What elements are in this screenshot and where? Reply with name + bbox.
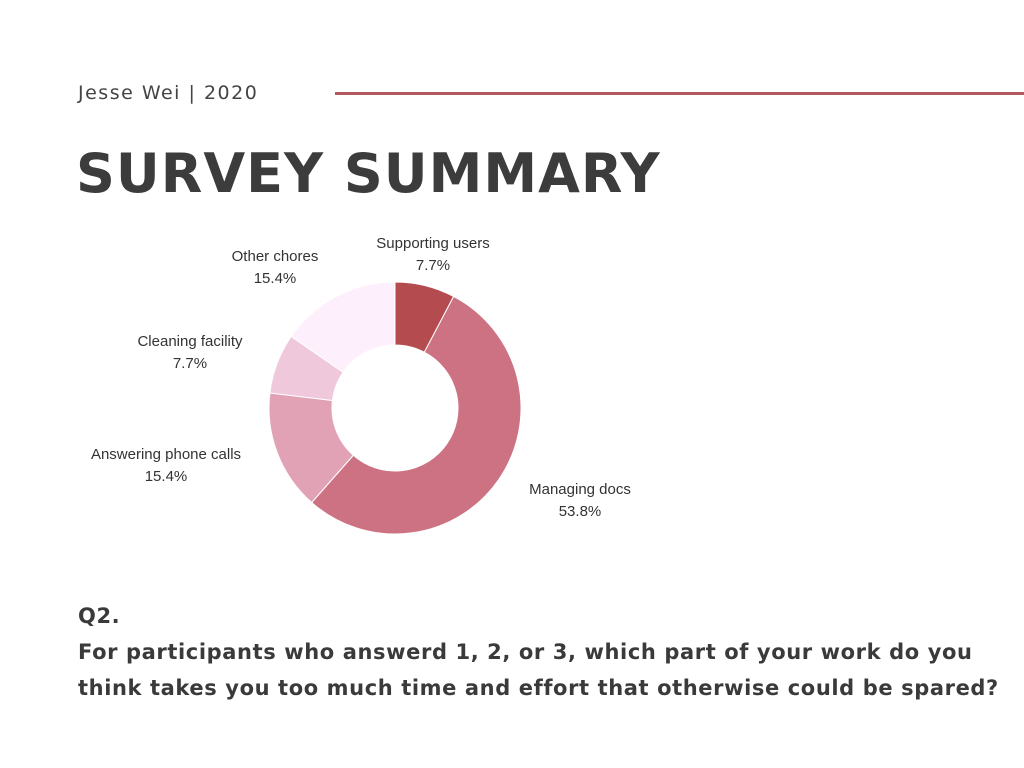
question-number: Q2. <box>78 604 121 628</box>
slice-label-managing-docs: Managing docs <box>529 481 631 498</box>
slice-value-cleaning-facility: 7.7% <box>173 355 207 372</box>
slice-value-answering-phone-calls: 15.4% <box>145 468 188 485</box>
slice-label-supporting-users: Supporting users <box>376 235 489 252</box>
question-block: Q2. For participants who answerd 1, 2, o… <box>78 598 998 706</box>
slice-value-managing-docs: 53.8% <box>559 503 602 520</box>
slice-managing-docs <box>310 295 522 535</box>
page-title: SURVEY SUMMARY <box>76 142 661 205</box>
question-text-line-2: think takes you too much time and effort… <box>78 676 999 700</box>
slice-label-cleaning-facility: Cleaning facility <box>137 333 243 350</box>
slice-label-other-chores: Other chores <box>232 248 319 265</box>
slice-value-supporting-users: 7.7% <box>416 257 450 274</box>
question-text-line-1: For participants who answerd 1, 2, or 3,… <box>78 640 973 664</box>
header-divider <box>335 92 1024 95</box>
slice-value-other-chores: 15.4% <box>254 270 297 287</box>
author-date: Jesse Wei | 2020 <box>78 82 259 104</box>
slice-label-answering-phone-calls: Answering phone calls <box>91 446 241 463</box>
slice-other-chores <box>290 281 396 373</box>
